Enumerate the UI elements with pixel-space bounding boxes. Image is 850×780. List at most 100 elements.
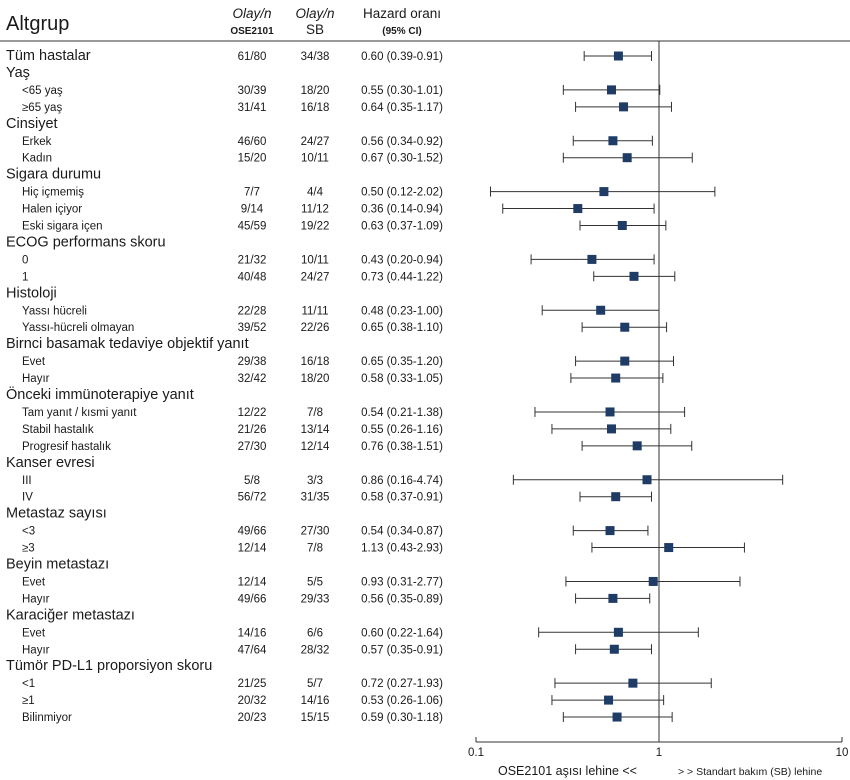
hr-point [629, 271, 639, 281]
hr-point [596, 305, 606, 315]
x-tick-label: 10 [836, 747, 849, 759]
events-ose2101: 45/59 [238, 221, 267, 233]
events-sb: 18/20 [301, 373, 330, 385]
subgroup-label: Eski sigara içen [22, 221, 103, 233]
events-sb: 11/11 [301, 305, 328, 317]
events-sb: 4/4 [307, 187, 324, 199]
hr-point [599, 187, 609, 197]
events-ose2101: 49/66 [238, 526, 267, 538]
category-label: Metastaz sayısı [6, 506, 107, 522]
hr-point [617, 221, 627, 230]
hazard-ratio-text: 0.53 (0.26-1.06) [361, 695, 443, 707]
header-subgroup: Altgrup [6, 13, 69, 35]
events-sb: 18/20 [301, 85, 330, 97]
subgroup-label: Halen içiyor [22, 204, 82, 216]
x-tick-label: 0.1 [468, 747, 484, 759]
subgroup-label: Stabil hastalık [22, 424, 94, 436]
events-sb: 31/35 [301, 492, 330, 504]
hazard-ratio-text: 0.65 (0.35-1.20) [361, 356, 443, 368]
subgroup-label: <3 [22, 526, 35, 538]
subgroup-label: IV [22, 492, 33, 504]
category-label: Sigara durumu [6, 167, 101, 183]
header-col2-line2: SB [306, 22, 324, 37]
hazard-ratio-text: 0.56 (0.35-0.89) [361, 593, 443, 605]
hr-point [613, 51, 623, 61]
events-sb: 6/6 [307, 627, 323, 639]
events-sb: 19/22 [301, 221, 330, 233]
hr-point [648, 576, 658, 586]
category-label: ECOG performans skoru [6, 234, 166, 250]
subgroup-label: ≥3 [22, 543, 35, 555]
events-ose2101: 9/14 [241, 204, 264, 216]
category-label: Tümör PD-L1 proporsiyon skoru [6, 658, 212, 674]
category-label: Histoloji [6, 285, 57, 301]
events-ose2101: 29/38 [238, 356, 267, 368]
subgroup-label: Evet [22, 576, 46, 588]
events-ose2101: 32/42 [238, 373, 267, 385]
events-ose2101: 12/14 [238, 543, 267, 555]
hazard-ratio-text: 0.59 (0.30-1.18) [361, 712, 443, 724]
category-label: Karaciğer metastazı [6, 607, 135, 623]
marks-layer [489, 51, 784, 723]
rows-layer: Tüm hastalar 61/80 34/38 0.60 (0.39-0.91) Ya… [6, 48, 443, 724]
events-ose2101: 22/28 [238, 305, 267, 317]
footer-left-label: OSE2101 aşısı lehine << [498, 764, 637, 778]
events-ose2101: 21/32 [238, 254, 267, 266]
hazard-ratio-text: 0.50 (0.12-2.02) [361, 187, 443, 199]
events-ose2101: 12/22 [238, 407, 267, 419]
events-sb: 27/30 [301, 526, 330, 538]
events-ose2101: 31/41 [238, 102, 267, 114]
events-sb: 13/14 [301, 424, 330, 436]
x-axis: 0.1 1 10 [468, 41, 848, 759]
category-label: Önceki immünoterapiye yanıt [6, 385, 194, 403]
header-col2-line1: Olay/n [295, 6, 334, 21]
subgroup-label: Evet [22, 356, 46, 368]
events-ose2101: 46/60 [238, 136, 267, 148]
events-ose2101: 56/72 [238, 492, 267, 504]
hr-point [620, 322, 630, 332]
events-sb: 15/15 [301, 712, 330, 724]
hr-point [609, 644, 619, 654]
events-ose2101: 40/48 [238, 271, 267, 283]
header-col1-line1: Olay/n [232, 6, 271, 21]
subgroup-label: Hayır [22, 373, 50, 385]
category-label: Beyin metastazı [6, 557, 109, 573]
events-ose2101: 61/80 [238, 51, 267, 63]
hazard-ratio-text: 0.64 (0.35-1.17) [361, 102, 443, 114]
hazard-ratio-text: 0.56 (0.34-0.92) [361, 136, 443, 148]
subgroup-label: 1 [22, 271, 28, 283]
hazard-ratio-text: 1.13 (0.43-2.93) [361, 543, 443, 555]
hazard-ratio-text: 0.93 (0.31-2.77) [361, 576, 443, 588]
x-tick-label: 1 [656, 747, 662, 759]
events-ose2101: 21/26 [238, 424, 267, 436]
hr-point [611, 492, 621, 502]
hazard-ratio-text: 0.54 (0.34-0.87) [361, 526, 443, 538]
hazard-ratio-text: 0.54 (0.21-1.38) [361, 407, 443, 419]
events-ose2101: 27/30 [238, 441, 267, 453]
hr-point [612, 712, 622, 722]
hazard-ratio-text: 0.60 (0.22-1.64) [361, 627, 443, 639]
subgroup-label: Erkek [22, 136, 52, 148]
events-ose2101: 20/32 [238, 695, 267, 707]
subgroup-label: Hiç içmemiş [22, 187, 84, 199]
hr-point [605, 526, 615, 536]
events-sb: 11/12 [301, 204, 329, 216]
subgroup-label: Tam yanıt / kısmi yanıt [22, 407, 137, 419]
events-sb: 29/33 [301, 593, 330, 605]
hazard-ratio-text: 0.43 (0.20-0.94) [361, 254, 443, 266]
hr-point [606, 424, 616, 434]
hr-point [611, 373, 621, 383]
events-sb: 12/14 [301, 441, 330, 453]
hazard-ratio-text: 0.72 (0.27-1.93) [361, 678, 443, 690]
hazard-ratio-text: 0.73 (0.44-1.22) [361, 271, 443, 283]
hazard-ratio-text: 0.76 (0.38-1.51) [361, 441, 443, 453]
footer-right-label: > > Standart bakım (SB) lehine [678, 766, 822, 778]
events-ose2101: 20/23 [238, 712, 267, 724]
subgroup-label: <65 yaş [22, 85, 63, 97]
events-sb: 28/32 [301, 644, 330, 656]
events-sb: 5/7 [307, 678, 323, 690]
hr-point [632, 441, 642, 451]
hr-point [613, 627, 623, 637]
hazard-ratio-text: 0.55 (0.26-1.16) [361, 424, 443, 436]
events-sb: 16/18 [301, 356, 330, 368]
